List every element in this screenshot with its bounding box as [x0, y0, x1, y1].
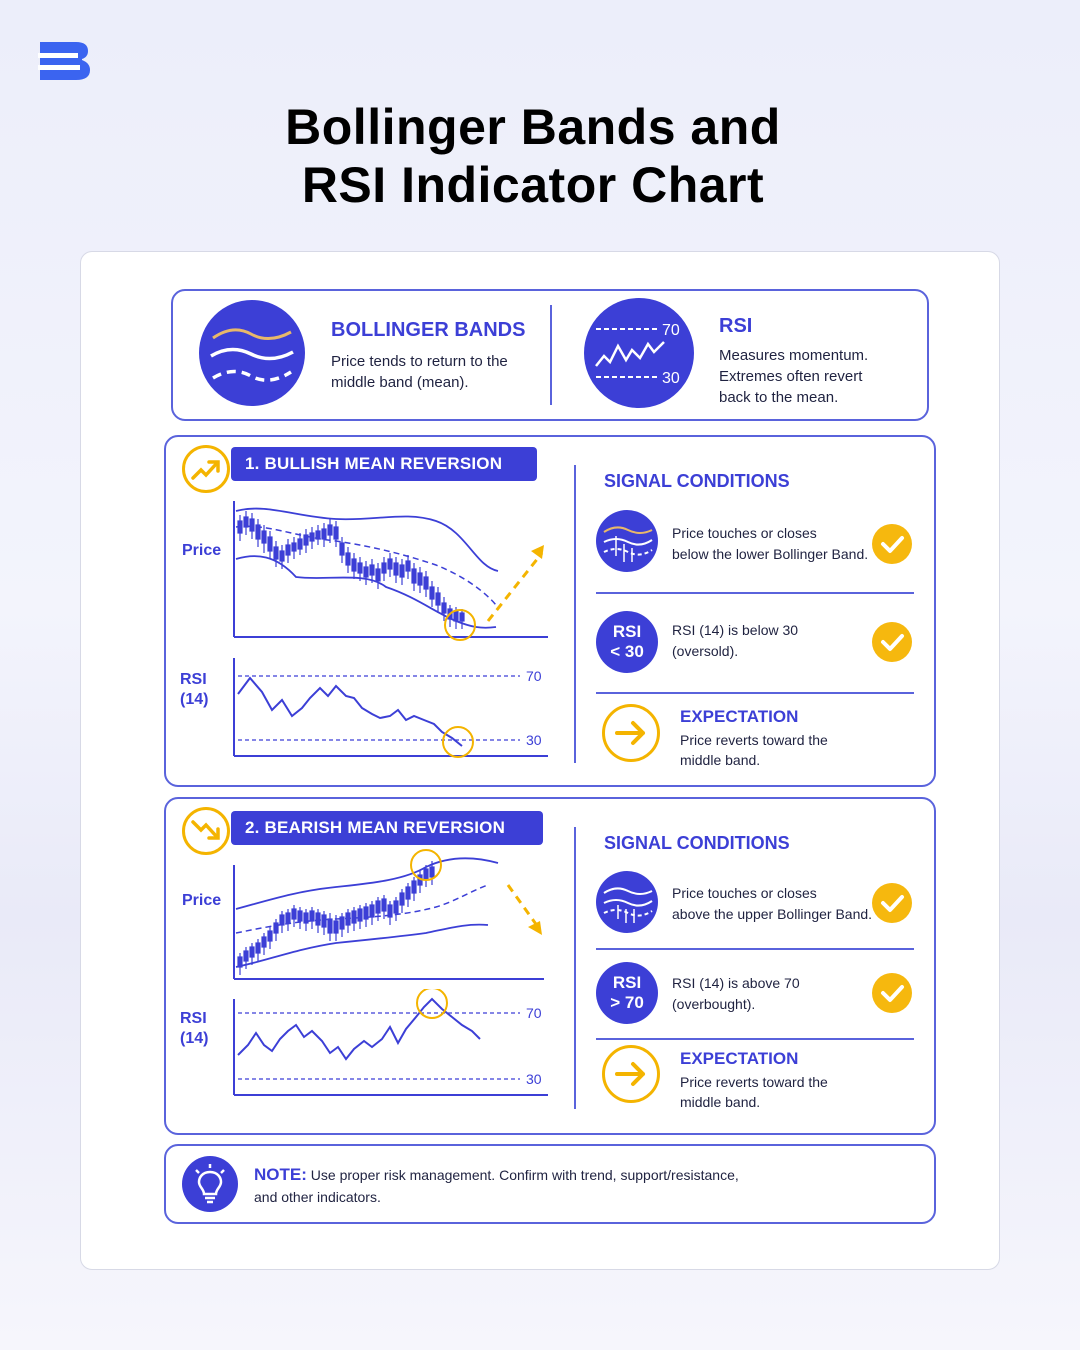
cond-line: (overbought). [672, 996, 756, 1012]
infographic-card: BOLLINGER BANDS Price tends to return to… [80, 251, 1000, 1270]
bullish-expectation: Price reverts toward the middle band. [680, 730, 828, 770]
bearish-expectation-title: EXPECTATION [680, 1049, 799, 1068]
bullish-price-chart [233, 501, 548, 641]
rsi-icon-70: 70 [662, 322, 680, 339]
cond-line: RSI (14) is above 70 [672, 975, 800, 991]
check-icon [872, 973, 912, 1013]
brand-logo [38, 42, 90, 80]
expectation-line: middle band. [680, 1094, 761, 1110]
check-icon [872, 883, 912, 923]
rsi-above-70-badge: RSI > 70 [596, 962, 658, 1024]
bollinger-icon [199, 300, 305, 406]
bullish-signal-title: SIGNAL CONDITIONS [604, 471, 790, 491]
rsi-desc: Measures momentum. Extremes often revert… [719, 345, 868, 408]
bb-desc-line: middle band (mean). [331, 374, 469, 391]
badge-line: RSI [612, 622, 642, 641]
cond-separator [596, 948, 914, 950]
badge-line: > 70 [610, 993, 644, 1012]
intro-panel: BOLLINGER BANDS Price tends to return to… [171, 289, 929, 421]
cond-line: above the upper Bollinger Band. [672, 906, 873, 922]
bb-title: BOLLINGER BANDS [331, 319, 526, 341]
rsi-desc-line: back to the mean. [719, 389, 839, 406]
bullish-rsi-70: 70 [526, 668, 542, 684]
lightbulb-icon [182, 1156, 238, 1212]
bullish-cond2: RSI (14) is below 30 (oversold). [672, 620, 798, 662]
rsi-label-line: (14) [180, 1030, 209, 1047]
expectation-line: middle band. [680, 752, 761, 768]
bearish-cond1: Price touches or closes above the upper … [672, 883, 872, 925]
bb-desc-line: Price tends to return to the [331, 353, 508, 370]
bearish-expectation: Price reverts toward the middle band. [680, 1072, 828, 1112]
bullish-rsi-label: RSI (14) [180, 670, 208, 710]
trend-up-icon [182, 445, 230, 493]
rsi-icon-30: 30 [662, 370, 680, 387]
cond-line: below the lower Bollinger Band. [672, 546, 869, 562]
title-line-2: RSI Indicator Chart [301, 157, 765, 213]
bearish-rsi-label: RSI (14) [180, 1009, 208, 1049]
rsi-title: RSI [719, 315, 753, 337]
cond-separator [596, 592, 914, 594]
bearish-rsi-70: 70 [526, 1005, 542, 1021]
bb-touch-icon [596, 871, 658, 933]
bb-touch-icon [596, 510, 658, 572]
rsi-icon: 70 30 [584, 298, 694, 408]
cond-line: RSI (14) is below 30 [672, 622, 799, 638]
arrow-right-icon [602, 1045, 660, 1103]
badge-line: < 30 [610, 642, 644, 661]
cond-separator [596, 1038, 914, 1040]
note-label: NOTE: [254, 1165, 307, 1184]
cond-line: Price touches or closes [672, 525, 817, 541]
bearish-price-label: Price [182, 892, 222, 909]
bearish-signal-title: SIGNAL CONDITIONS [604, 833, 790, 853]
trend-down-icon [182, 807, 230, 855]
bullish-banner: 1. BULLISH MEAN REVERSION (LONG) [231, 447, 537, 507]
bearish-rsi-30: 30 [526, 1071, 542, 1087]
bearish-rsi-chart: 70 30 [233, 989, 548, 1096]
note-text: NOTE: Use proper risk management. Confir… [254, 1164, 739, 1208]
expectation-line: Price reverts toward the [680, 1074, 828, 1090]
bullish-candles [237, 511, 465, 629]
rsi-desc-line: Measures momentum. [719, 347, 869, 364]
page-title: Bollinger Bands and RSI Indicator Chart [0, 98, 1066, 214]
bb-desc: Price tends to return to the middle band… [331, 351, 508, 393]
check-icon [872, 524, 912, 564]
bullish-rsi-30: 30 [526, 732, 542, 748]
bullish-rsi-chart: 70 30 [233, 658, 548, 758]
cond-line: (oversold). [672, 643, 739, 659]
badge-line: RSI [612, 973, 642, 992]
bearish-panel: 2. BEARISH MEAN REVERSION (SHORT) Price [164, 797, 936, 1135]
bullish-panel: 1. BULLISH MEAN REVERSION (LONG) Price [164, 435, 936, 787]
arrow-right-icon [602, 704, 660, 762]
note-panel: NOTE: Use proper risk management. Confir… [164, 1144, 936, 1224]
bullish-expectation-title: EXPECTATION [680, 707, 799, 726]
bearish-candles [237, 861, 435, 975]
note-line-1: Use proper risk management. Confirm with… [310, 1167, 739, 1183]
bullish-divider [574, 465, 576, 763]
rsi-label-line: (14) [180, 691, 209, 708]
bearish-cond2: RSI (14) is above 70 (overbought). [672, 973, 800, 1015]
cond-line: Price touches or closes [672, 885, 817, 901]
bullish-cond1: Price touches or closes below the lower … [672, 523, 868, 565]
bullish-price-label: Price [182, 542, 222, 559]
title-line-1: Bollinger Bands and [285, 99, 781, 155]
rsi-below-30-badge: RSI < 30 [596, 611, 658, 673]
rsi-label-line: RSI [180, 1010, 207, 1027]
cond-separator [596, 692, 914, 694]
check-icon [872, 622, 912, 662]
rsi-label-line: RSI [180, 671, 207, 688]
intro-divider [550, 305, 552, 405]
note-line-2: and other indicators. [254, 1189, 381, 1205]
bearish-divider [574, 827, 576, 1109]
expectation-line: Price reverts toward the [680, 732, 828, 748]
bearish-price-chart [233, 849, 544, 980]
bearish-banner: 2. BEARISH MEAN REVERSION (SHORT) [231, 811, 543, 871]
rsi-desc-line: Extremes often revert [719, 368, 863, 385]
